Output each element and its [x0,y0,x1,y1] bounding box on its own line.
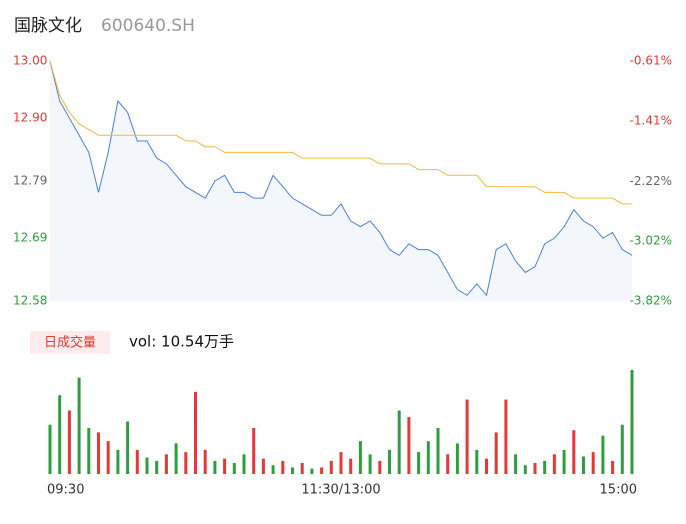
volume-bar [523,465,527,474]
volume-bar [203,449,207,474]
volume-bar [126,421,130,474]
volume-bar [572,430,576,474]
volume-bar [261,458,265,474]
volume-bar [407,417,411,474]
y2-tick-label: -0.61% [630,54,672,68]
volume-bar [300,463,304,474]
volume-bar [155,460,159,474]
volume-bar [242,454,246,474]
x-tick-label: 09:30 [47,483,84,498]
volume-bar [630,370,634,474]
y2-tick-label: -3.82% [630,294,672,308]
y2-tick-label: -1.41% [630,113,672,127]
volume-bar [426,441,430,474]
volume-bar [48,424,52,474]
y2-tick-label: -2.22% [630,174,672,188]
volume-bar [455,443,459,474]
volume-bar [611,460,615,474]
volume-bar [397,410,401,474]
volume-bar [184,452,188,474]
volume-bar [310,468,314,474]
volume-bar [465,399,469,474]
volume-bar [436,428,440,474]
average-line [49,60,632,205]
volume-bar [358,441,362,474]
x-tick-label: 15:00 [600,483,637,498]
stock-code: 600640.SH [101,16,195,36]
volume-bar [87,428,91,474]
volume-bar [135,449,139,474]
volume-bar [562,449,566,474]
volume-bar [116,449,120,474]
volume-bar [582,456,585,474]
volume-summary: vol: 10.54万手 [129,333,234,351]
volume-bar [349,458,353,474]
y2-tick-label: -3.02% [630,234,672,248]
volume-bar [485,458,488,474]
stock-name: 国脉文化 [14,16,82,36]
volume-bar [378,460,382,474]
price-line [49,60,633,297]
y-tick-label: 12.79 [13,174,47,188]
volume-bar [97,432,100,474]
volume-bar [174,443,178,474]
volume-bar [164,454,168,474]
volume-bar [252,428,256,474]
volume-bar [339,452,343,474]
volume-bar [591,452,595,474]
y-tick-label: 12.90 [13,111,47,125]
volume-bar [514,454,518,474]
volume-bar [291,467,294,474]
volume-bar [620,424,624,474]
volume-bar [417,452,421,474]
volume-bar [329,460,333,474]
y-tick-label: 13.00 [13,54,47,68]
volume-bar [533,463,537,474]
y-tick-label: 12.69 [13,231,47,245]
volume-tab[interactable] [30,331,110,354]
volume-bar [271,465,275,474]
volume-bar [58,395,62,474]
volume-bar [552,454,556,474]
volume-bar [232,463,236,474]
volume-bar [106,441,110,474]
volume-bar [601,435,605,474]
volume-bar [504,399,508,474]
volume-bar [543,460,547,474]
x-tick-label: 11:30/13:00 [301,483,380,498]
volume-bar [145,457,149,474]
y-tick-label: 12.58 [13,294,47,308]
volume-bar [213,460,217,474]
price-area [50,61,632,301]
volume-bar [223,458,227,474]
volume-bar [77,377,81,474]
volume-bar [194,391,197,474]
volume-bar [67,410,71,474]
volume-bar [446,454,450,474]
volume-tab-label[interactable]: 日成交量 [44,335,96,351]
volume-bar [320,467,324,474]
volume-bar [475,449,479,474]
volume-bar [368,454,372,474]
volume-bar [494,432,498,474]
volume-bar [388,449,391,474]
volume-bar [281,460,285,474]
